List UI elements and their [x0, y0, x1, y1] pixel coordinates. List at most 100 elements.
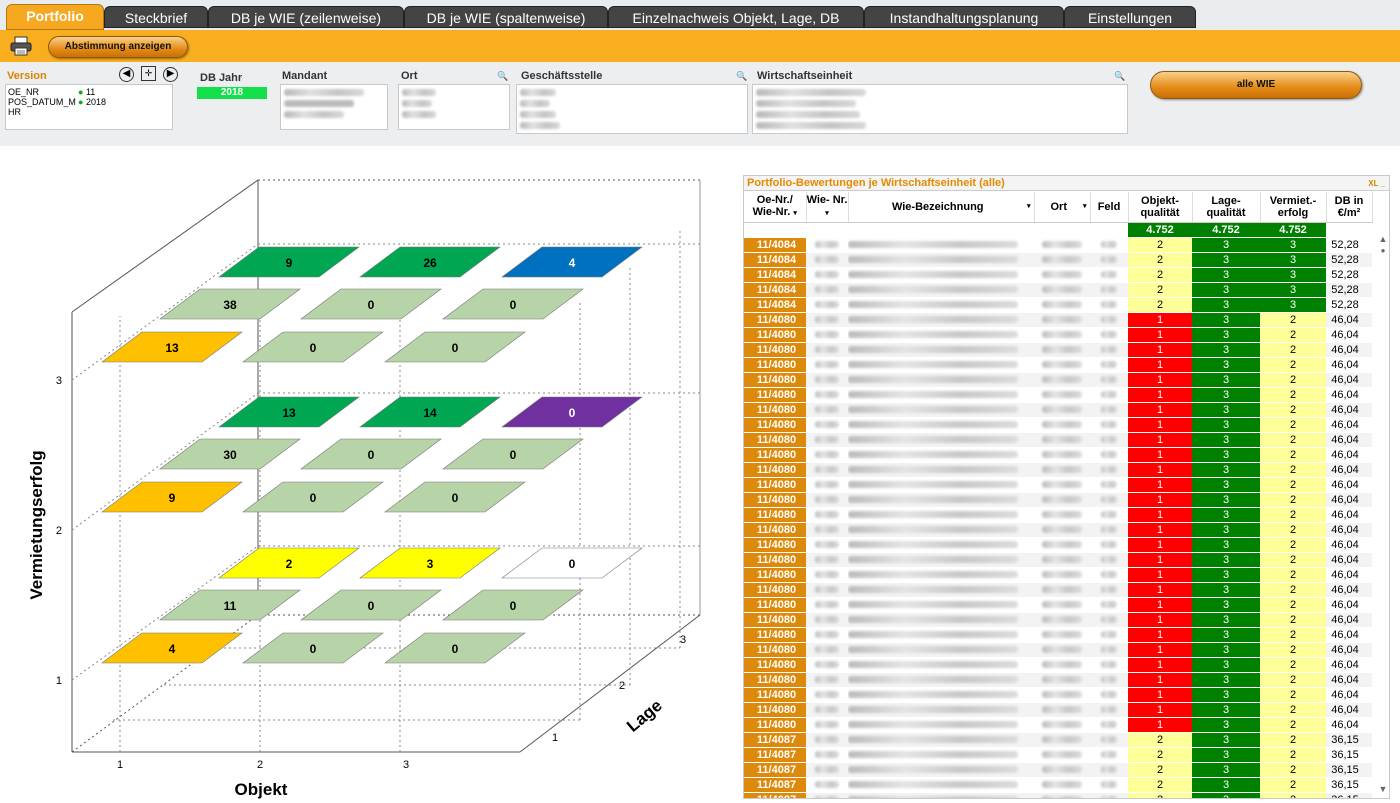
table-row[interactable]: 11/4080 1 3 2 46,04	[744, 687, 1372, 703]
portfolio-cell[interactable]	[101, 481, 243, 513]
wirtschaftseinheit-list[interactable]	[752, 84, 1128, 134]
table-row[interactable]: 11/4080 1 3 2 46,04	[744, 507, 1372, 523]
portfolio-cell[interactable]	[442, 288, 584, 320]
portfolio-cell[interactable]	[359, 547, 501, 579]
col-header-db[interactable]: DB in €/m²	[1326, 192, 1373, 223]
portfolio-cell[interactable]	[384, 481, 526, 513]
back-arrow-icon[interactable]: ◀	[119, 67, 134, 82]
oe-nr-cell[interactable]: 11/4080	[744, 387, 806, 403]
table-row[interactable]: 11/4080 1 3 2 46,04	[744, 402, 1372, 418]
table-row[interactable]: 11/4084 2 3 3 52,28	[744, 252, 1372, 268]
portfolio-cell[interactable]	[101, 632, 243, 664]
table-row[interactable]: 11/4080 1 3 2 46,04	[744, 462, 1372, 478]
portfolio-cell[interactable]	[218, 547, 360, 579]
table-row[interactable]: 11/4080 1 3 2 46,04	[744, 327, 1372, 343]
table-row[interactable]: 11/4080 1 3 2 46,04	[744, 552, 1372, 568]
db-jahr-value[interactable]: 2018	[197, 87, 267, 99]
oe-nr-cell[interactable]: 11/4080	[744, 417, 806, 433]
col-header-oe[interactable]: Oe-Nr./ Wie-Nr. ▾	[744, 192, 807, 223]
table-row[interactable]: 11/4084 2 3 3 52,28	[744, 237, 1372, 253]
portfolio-cell[interactable]	[300, 438, 442, 470]
portfolio-cell[interactable]	[359, 246, 501, 278]
tab-db-je-wie-zeilenweise[interactable]: DB je WIE (zeilenweise)	[208, 6, 404, 28]
oe-nr-cell[interactable]: 11/4080	[744, 327, 806, 343]
tab-einzelnachweis[interactable]: Einzelnachweis Objekt, Lage, DB	[608, 6, 864, 28]
table-scrollbar[interactable]: ▲ ● ▼	[1377, 234, 1389, 794]
oe-nr-cell[interactable]: 11/4080	[744, 402, 806, 418]
table-row[interactable]: 11/4080 1 3 2 46,04	[744, 477, 1372, 493]
tab-instandhaltungsplanung[interactable]: Instandhaltungsplanung	[864, 6, 1064, 28]
oe-nr-cell[interactable]: 11/4080	[744, 357, 806, 373]
portfolio-cell[interactable]	[242, 481, 384, 513]
table-row[interactable]: 11/4080 1 3 2 46,04	[744, 537, 1372, 553]
oe-nr-cell[interactable]: 11/4084	[744, 297, 806, 313]
table-row[interactable]: 11/4080 1 3 2 46,04	[744, 702, 1372, 718]
portfolio-cell[interactable]	[442, 589, 584, 621]
oe-nr-cell[interactable]: 11/4080	[744, 702, 806, 718]
table-row[interactable]: 11/4084 2 3 3 52,28	[744, 282, 1372, 298]
table-row[interactable]: 11/4080 1 3 2 46,04	[744, 642, 1372, 658]
portfolio-cell[interactable]	[501, 547, 643, 579]
portfolio-cell[interactable]	[218, 396, 360, 428]
oe-nr-cell[interactable]: 11/4080	[744, 342, 806, 358]
col-header-feld[interactable]: Feld	[1090, 192, 1129, 223]
table-row[interactable]: 11/4084 2 3 3 52,28	[744, 267, 1372, 283]
portfolio-cell[interactable]	[300, 288, 442, 320]
oe-nr-cell[interactable]: 11/4087	[744, 747, 806, 763]
table-row[interactable]: 11/4080 1 3 2 46,04	[744, 612, 1372, 628]
oe-nr-cell[interactable]: 11/4080	[744, 642, 806, 658]
oe-nr-cell[interactable]: 11/4080	[744, 597, 806, 613]
portfolio-cell[interactable]	[501, 396, 643, 428]
tab-einstellungen[interactable]: Einstellungen	[1064, 6, 1196, 28]
table-row[interactable]: 11/4080 1 3 2 46,04	[744, 567, 1372, 583]
oe-nr-cell[interactable]: 11/4080	[744, 372, 806, 388]
oe-nr-cell[interactable]: 11/4080	[744, 537, 806, 553]
search-icon[interactable]: 🔍	[497, 71, 509, 81]
table-row[interactable]: 11/4080 1 3 2 46,04	[744, 417, 1372, 433]
oe-nr-cell[interactable]: 11/4080	[744, 492, 806, 508]
oe-nr-cell[interactable]: 11/4080	[744, 552, 806, 568]
oe-nr-cell[interactable]: 11/4080	[744, 447, 806, 463]
oe-nr-cell[interactable]: 11/4080	[744, 612, 806, 628]
table-row[interactable]: 11/4080 1 3 2 46,04	[744, 657, 1372, 673]
table-row[interactable]: 11/4080 1 3 2 46,04	[744, 312, 1372, 328]
col-header-lagequalitaet[interactable]: Lage- qualität	[1192, 192, 1261, 223]
table-row[interactable]: 11/4080 1 3 2 46,04	[744, 387, 1372, 403]
oe-nr-cell[interactable]: 11/4080	[744, 672, 806, 688]
oe-nr-cell[interactable]: 11/4080	[744, 432, 806, 448]
table-row[interactable]: 11/4080 1 3 2 46,04	[744, 372, 1372, 388]
oe-nr-cell[interactable]: 11/4087	[744, 792, 806, 798]
printer-icon[interactable]	[10, 36, 32, 56]
ort-list[interactable]	[398, 84, 510, 130]
oe-nr-cell[interactable]: 11/4080	[744, 462, 806, 478]
table-row[interactable]: 11/4080 1 3 2 46,04	[744, 627, 1372, 643]
tab-steckbrief[interactable]: Steckbrief	[104, 6, 208, 28]
table-row[interactable]: 11/4080 1 3 2 46,04	[744, 522, 1372, 538]
portfolio-cell[interactable]	[101, 331, 243, 363]
version-list[interactable]: OE_NR ● 11 POS_DATUM_M ● 2018 HR	[5, 84, 173, 130]
col-header-ort[interactable]: Ort ▾	[1034, 192, 1091, 223]
portfolio-cell[interactable]	[442, 438, 584, 470]
table-row[interactable]: 11/4080 1 3 2 46,04	[744, 357, 1372, 373]
oe-nr-cell[interactable]: 11/4080	[744, 312, 806, 328]
oe-nr-cell[interactable]: 11/4084	[744, 282, 806, 298]
portfolio-cell[interactable]	[242, 632, 384, 664]
portfolio-cell[interactable]	[159, 438, 301, 470]
mandant-list[interactable]	[280, 84, 388, 130]
table-row[interactable]: 11/4080 1 3 2 46,04	[744, 597, 1372, 613]
oe-nr-cell[interactable]: 11/4080	[744, 507, 806, 523]
oe-nr-cell[interactable]: 11/4080	[744, 477, 806, 493]
oe-nr-cell[interactable]: 11/4084	[744, 237, 806, 253]
oe-nr-cell[interactable]: 11/4087	[744, 732, 806, 748]
col-header-objektqualitaet[interactable]: Objekt- qualität	[1128, 192, 1193, 223]
abstimmung-anzeigen-button[interactable]: Abstimmung anzeigen	[48, 36, 188, 58]
table-row[interactable]: 11/4080 1 3 2 46,04	[744, 447, 1372, 463]
portfolio-cell[interactable]	[501, 246, 643, 278]
oe-nr-cell[interactable]: 11/4080	[744, 567, 806, 583]
oe-nr-cell[interactable]: 11/4084	[744, 252, 806, 268]
oe-nr-cell[interactable]: 11/4087	[744, 762, 806, 778]
oe-nr-cell[interactable]: 11/4080	[744, 657, 806, 673]
